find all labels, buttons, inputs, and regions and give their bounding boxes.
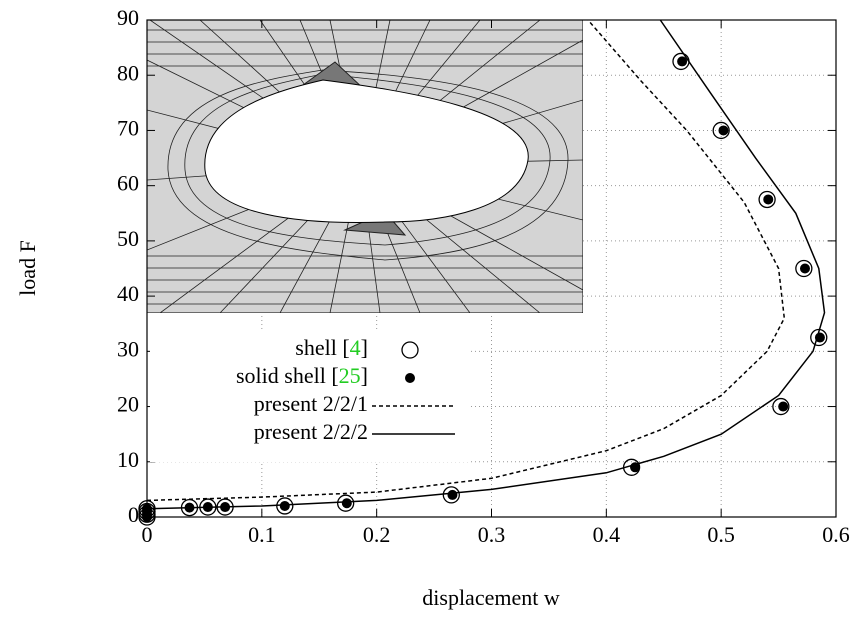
y-tick-label: 50 xyxy=(117,226,139,251)
y-tick-label: 20 xyxy=(117,392,139,417)
legend-label: solid shell [25] xyxy=(236,363,368,388)
filled-circle-marker xyxy=(406,374,415,383)
y-tick-label: 30 xyxy=(117,336,139,361)
filled-circle-marker xyxy=(764,195,773,204)
x-tick-label: 0.3 xyxy=(478,522,506,547)
y-tick-label: 0 xyxy=(128,502,139,527)
x-tick-label: 0.6 xyxy=(822,522,850,547)
legend-label: present 2/2/2 xyxy=(254,419,368,444)
y-tick-label: 90 xyxy=(117,5,139,30)
legend-label: present 2/2/1 xyxy=(254,391,368,416)
y-tick-label: 80 xyxy=(117,60,139,85)
x-tick-label: 0 xyxy=(142,522,153,547)
chart: displacement w load F 0 10 20 30 40 50 60 70 80 9… xyxy=(0,0,857,622)
filled-circle-marker xyxy=(448,490,457,499)
y-tick-label: 10 xyxy=(117,447,139,472)
x-axis-label: displacement w xyxy=(422,585,560,610)
y-axis-label: load F xyxy=(15,240,40,296)
filled-circle-marker xyxy=(800,264,809,273)
filled-circle-marker xyxy=(779,402,788,411)
x-tick-label: 0.5 xyxy=(707,522,735,547)
filled-circle-marker xyxy=(678,57,687,66)
legend-label: shell [4] xyxy=(295,335,368,360)
filled-circle-marker xyxy=(280,501,289,510)
filled-circle-marker xyxy=(342,499,351,508)
x-tick-label: 0.4 xyxy=(593,522,621,547)
inset-mesh-image xyxy=(147,20,583,313)
y-tick-label: 60 xyxy=(117,171,139,196)
y-tick-label: 40 xyxy=(117,281,139,306)
x-tick-label: 0.2 xyxy=(363,522,391,547)
x-tick-label: 0.1 xyxy=(248,522,276,547)
filled-circle-marker xyxy=(719,126,728,135)
y-tick-label: 70 xyxy=(117,115,139,140)
